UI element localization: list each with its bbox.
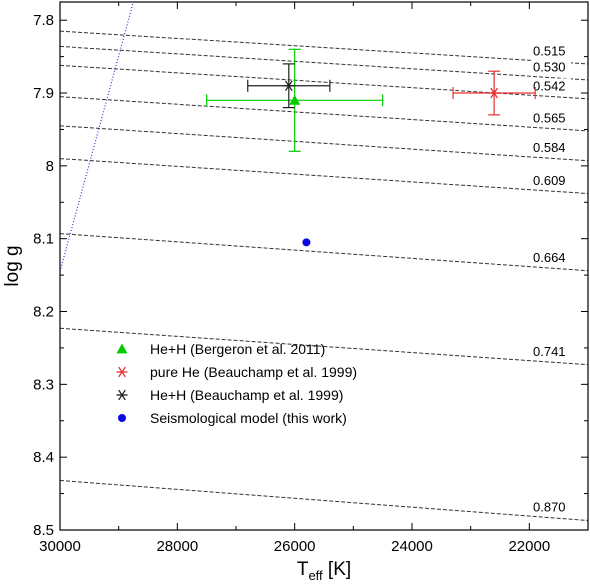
mass-track-line <box>60 233 588 272</box>
x-tick-label: 28000 <box>156 538 198 555</box>
y-tick-label: 8.5 <box>33 522 54 539</box>
y-tick-label: 8.3 <box>33 376 54 393</box>
mass-track-label-bg <box>531 172 571 188</box>
mass-track-label-bg <box>531 78 571 94</box>
circle-marker <box>118 414 126 422</box>
y-tick-label: 7.9 <box>33 85 54 102</box>
y-tick-label: 8.1 <box>33 231 54 248</box>
legend-label: Seismological model (this work) <box>150 410 347 426</box>
x-tick-label: 26000 <box>274 538 316 555</box>
mass-track-label: 0.515 <box>533 43 566 58</box>
mass-track-label: 0.584 <box>533 140 566 155</box>
mass-track-line <box>60 96 588 132</box>
legend-label: pure He (Beauchamp et al. 1999) <box>150 364 357 380</box>
data-point-marker <box>488 87 500 99</box>
data-point-marker <box>289 94 301 105</box>
legend-marker <box>116 389 128 401</box>
x-axis-label-subscript: eff <box>308 568 323 583</box>
y-tick-label: 7.8 <box>33 12 54 29</box>
data-point-group <box>452 70 536 116</box>
legend-label: He+H (Bergeron et al. 2011) <box>150 341 325 357</box>
mass-track-label: 0.870 <box>533 499 566 514</box>
asterisk-stroke <box>284 80 293 92</box>
plot-area <box>60 2 588 522</box>
data-point-marker <box>302 238 311 247</box>
x-tick-label: 22000 <box>508 538 550 555</box>
x-axis-label: Teff [K] <box>297 559 351 583</box>
y-tick-label: 8.4 <box>33 449 54 466</box>
x-tick-label: 30000 <box>39 538 81 555</box>
data-point-group <box>206 48 384 152</box>
triangle-marker <box>289 94 301 105</box>
blue-edge-line <box>60 2 134 272</box>
mass-track-label: 0.741 <box>533 344 566 359</box>
mass-track-label: 0.609 <box>533 173 566 188</box>
mass-track-label-bg <box>531 43 571 59</box>
mass-track-label-bg <box>531 110 571 126</box>
data-point-marker <box>283 80 295 92</box>
mass-track-label-bg <box>531 343 571 359</box>
circle-marker <box>302 238 311 247</box>
asterisk-stroke <box>490 87 498 99</box>
triangle-marker <box>116 343 128 354</box>
y-axis-label: log g <box>2 245 23 286</box>
plot-frame <box>59 1 589 531</box>
y-tick-label: 8.2 <box>33 304 54 321</box>
asterisk-stroke <box>118 366 126 378</box>
asterisk-stroke <box>118 389 126 401</box>
data-point-group <box>302 238 311 247</box>
mass-track-line <box>60 125 588 162</box>
mass-track-line <box>60 327 588 366</box>
x-axis-label-main: T <box>297 559 309 580</box>
mass-track-line <box>60 45 588 81</box>
data-point-group <box>247 63 331 109</box>
mass-track-label: 0.542 <box>533 78 566 93</box>
mass-track-label: 0.565 <box>533 110 566 125</box>
x-axis-label-unit: [K] <box>323 559 352 580</box>
y-tick-label: 8 <box>46 158 54 175</box>
mass-track-label-bg <box>531 249 571 265</box>
mass-track-label-bg <box>531 59 571 75</box>
legend-marker <box>116 343 128 354</box>
mass-track-label: 0.530 <box>533 59 566 74</box>
mass-track-line <box>60 64 588 100</box>
mass-track-label-bg <box>531 499 571 515</box>
mass-track-line <box>60 30 588 65</box>
mass-track-line <box>60 479 588 522</box>
mass-track-line <box>60 158 588 195</box>
legend-marker <box>116 366 128 378</box>
x-tick-label: 24000 <box>391 538 433 555</box>
legend-label: He+H (Beauchamp et al. 1999) <box>150 387 343 403</box>
legend-marker <box>118 414 126 422</box>
mass-track-label: 0.664 <box>533 250 566 265</box>
mass-track-label-bg <box>531 140 571 156</box>
